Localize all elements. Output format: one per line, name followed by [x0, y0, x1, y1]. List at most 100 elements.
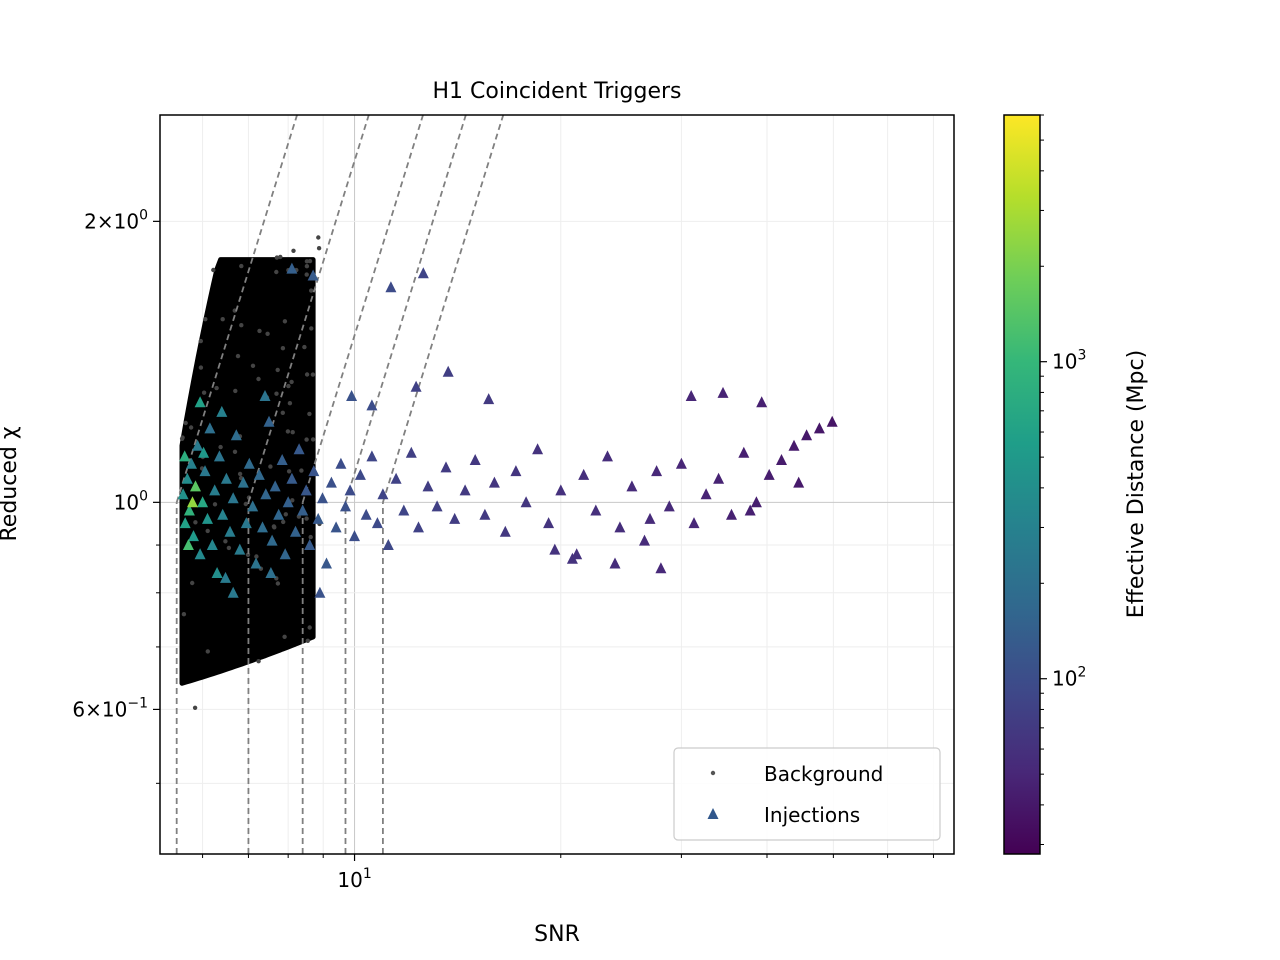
injection-point: [335, 457, 347, 469]
injection-point: [260, 488, 272, 500]
injection-point: [571, 548, 583, 560]
injection-point: [826, 415, 838, 427]
injection-point: [344, 484, 356, 496]
injection-point: [788, 439, 800, 451]
background-point: [211, 267, 216, 273]
injection-point: [211, 567, 223, 578]
injection-point: [499, 525, 511, 537]
background-point: [309, 326, 314, 331]
injection-point: [204, 422, 216, 434]
background-point: [239, 263, 244, 269]
background-point: [254, 554, 259, 559]
injection-point: [183, 504, 195, 516]
injection-point: [385, 281, 397, 293]
background-point: [233, 388, 238, 394]
background-point: [304, 437, 309, 442]
background-point: [198, 365, 204, 370]
injection-point: [442, 365, 454, 377]
injection-point: [422, 480, 434, 492]
injection-point: [240, 517, 252, 529]
injection-point: [738, 446, 750, 458]
background-point: [223, 539, 228, 544]
colorbar-gradient: [1003, 114, 1041, 855]
background-point: [257, 328, 262, 334]
injection-point: [247, 500, 259, 512]
background-point: [278, 254, 283, 260]
injection-point: [382, 539, 394, 550]
background-point: [286, 383, 291, 389]
axis-ticks: 101 2×100 100 6×10−1: [72, 207, 934, 892]
background-point: [302, 344, 307, 350]
background-point: [214, 385, 219, 391]
background-point: [205, 649, 210, 654]
injection-point: [188, 530, 199, 542]
injection-point: [194, 396, 206, 408]
background-point: [281, 519, 286, 525]
injection-point: [308, 465, 320, 477]
background-point: [316, 235, 321, 240]
injection-point: [286, 472, 298, 484]
background-point: [280, 410, 285, 415]
injection-point: [644, 512, 656, 524]
background-point: [286, 469, 292, 474]
background-point: [290, 498, 295, 503]
injection-point: [217, 508, 229, 520]
injection-point: [273, 508, 285, 520]
injection-point: [346, 390, 358, 401]
background-point: [310, 437, 316, 442]
injection-point: [578, 468, 590, 480]
injection-point: [263, 415, 275, 427]
background-point: [268, 464, 273, 469]
injection-point: [555, 484, 567, 496]
injection-point: [459, 484, 471, 496]
injection-point: [675, 457, 687, 469]
background-point: [250, 363, 256, 368]
injection-point: [354, 468, 366, 480]
x-tick-label: 101: [337, 866, 371, 892]
injection-points: [177, 262, 838, 598]
injection-point: [179, 517, 191, 529]
injection-point: [227, 586, 239, 598]
injection-point: [655, 562, 667, 574]
injection-point: [224, 525, 236, 537]
background-point: [285, 429, 291, 434]
background-point: [309, 288, 314, 293]
legend-injections-marker: [707, 808, 719, 819]
background-point: [283, 512, 288, 517]
injection-point: [440, 461, 452, 473]
injection-point: [253, 468, 265, 480]
threshold-diagonal: [247, 115, 370, 503]
injection-point: [259, 390, 271, 401]
injection-point: [234, 543, 246, 555]
injection-point: [297, 504, 309, 516]
colorbar-ticks: 102 103: [1040, 114, 1086, 846]
injection-point: [304, 539, 316, 550]
background-point: [205, 528, 210, 534]
injection-point: [366, 399, 378, 411]
chart-title: H1 Coincident Triggers: [432, 79, 681, 104]
background-point: [307, 411, 312, 417]
injection-point: [700, 488, 712, 500]
background-point: [180, 435, 185, 440]
background-point: [226, 545, 232, 551]
injection-point: [206, 539, 218, 550]
injection-point: [314, 586, 326, 598]
threshold-diagonal: [382, 115, 505, 503]
background-point: [232, 449, 238, 454]
injection-point: [250, 557, 262, 569]
injection-point: [360, 508, 372, 520]
injection-point: [186, 457, 197, 469]
injection-point: [330, 521, 342, 533]
background-point: [235, 353, 241, 359]
injection-point: [182, 539, 194, 550]
background-point: [256, 376, 261, 382]
injection-point: [237, 476, 249, 488]
background-point: [289, 379, 294, 385]
background-point: [304, 264, 310, 269]
colorbar-tick-label: 102: [1052, 665, 1086, 691]
injection-point: [688, 517, 700, 529]
background-point: [274, 255, 280, 260]
injection-point: [198, 446, 210, 458]
injection-point: [227, 492, 239, 504]
injection-point: [410, 380, 422, 392]
